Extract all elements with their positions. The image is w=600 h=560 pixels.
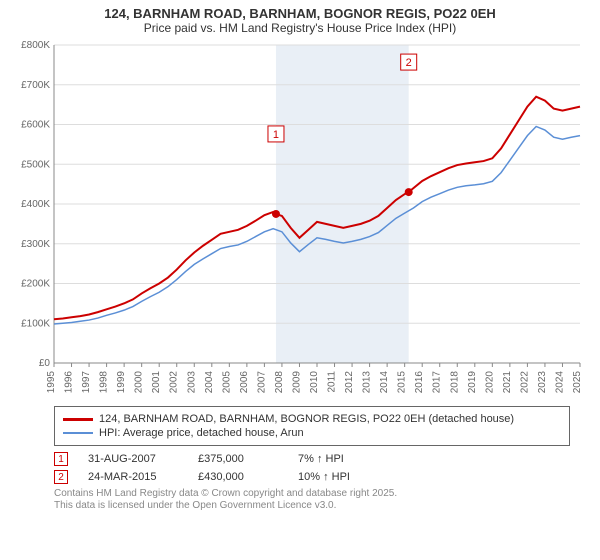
- svg-text:2019: 2019: [467, 371, 478, 394]
- svg-text:2001: 2001: [151, 371, 162, 394]
- sale-row: 1 31-AUG-2007 £375,000 7% ↑ HPI: [54, 450, 590, 468]
- svg-text:2021: 2021: [502, 371, 513, 394]
- svg-text:2013: 2013: [362, 371, 373, 394]
- sale-price: £375,000: [198, 453, 278, 465]
- svg-text:£200K: £200K: [21, 279, 50, 290]
- legend-row: HPI: Average price, detached house, Arun: [63, 427, 561, 439]
- svg-text:2007: 2007: [256, 371, 267, 394]
- svg-text:1: 1: [273, 129, 279, 141]
- footer-attribution: Contains HM Land Registry data © Crown c…: [54, 488, 590, 512]
- chart-subtitle: Price paid vs. HM Land Registry's House …: [10, 21, 590, 35]
- svg-text:2011: 2011: [327, 371, 338, 393]
- legend-row: 124, BARNHAM ROAD, BARNHAM, BOGNOR REGIS…: [63, 413, 561, 425]
- svg-text:2009: 2009: [291, 371, 302, 394]
- svg-text:2023: 2023: [537, 371, 548, 394]
- svg-text:2006: 2006: [239, 371, 250, 394]
- svg-text:2010: 2010: [309, 371, 320, 394]
- svg-text:1998: 1998: [99, 371, 110, 394]
- svg-text:2018: 2018: [449, 371, 460, 394]
- svg-text:2005: 2005: [221, 371, 232, 394]
- footer-line-2: This data is licensed under the Open Gov…: [54, 500, 590, 512]
- svg-text:2012: 2012: [344, 371, 355, 394]
- sales-table: 1 31-AUG-2007 £375,000 7% ↑ HPI 2 24-MAR-2015…: [54, 450, 590, 486]
- legend-label: 124, BARNHAM ROAD, BARNHAM, BOGNOR REGIS…: [99, 413, 514, 425]
- sale-marker: 2: [54, 470, 68, 484]
- svg-text:2025: 2025: [572, 371, 583, 394]
- chart-area: £0 £100K £200K £300K £400K £500K £600K £700K £80…: [10, 39, 590, 402]
- svg-text:£600K: £600K: [21, 120, 50, 131]
- svg-text:£100K: £100K: [21, 318, 50, 329]
- svg-text:£0: £0: [39, 358, 51, 369]
- svg-text:1996: 1996: [64, 371, 75, 394]
- svg-text:2024: 2024: [554, 371, 565, 394]
- svg-text:2003: 2003: [186, 371, 197, 394]
- footer-line-1: Contains HM Land Registry data © Crown c…: [54, 488, 590, 500]
- sale-date: 24-MAR-2015: [88, 471, 178, 483]
- svg-text:£800K: £800K: [21, 40, 50, 51]
- svg-text:2016: 2016: [414, 371, 425, 394]
- legend-label: HPI: Average price, detached house, Arun: [99, 427, 304, 439]
- svg-text:2020: 2020: [484, 371, 495, 394]
- legend-swatch: [63, 418, 93, 421]
- svg-text:2000: 2000: [134, 371, 145, 394]
- svg-text:1997: 1997: [81, 371, 92, 394]
- svg-text:1995: 1995: [46, 371, 57, 394]
- svg-text:1999: 1999: [116, 371, 127, 394]
- svg-text:2015: 2015: [397, 371, 408, 394]
- svg-text:2017: 2017: [432, 371, 443, 394]
- sale-row: 2 24-MAR-2015 £430,000 10% ↑ HPI: [54, 468, 590, 486]
- svg-text:2002: 2002: [169, 371, 180, 394]
- svg-text:£500K: £500K: [21, 159, 50, 170]
- svg-text:2014: 2014: [379, 371, 390, 394]
- sale-pct: 7% ↑ HPI: [298, 453, 378, 465]
- legend-swatch: [63, 432, 93, 434]
- svg-text:2022: 2022: [519, 371, 530, 394]
- svg-text:£300K: £300K: [21, 239, 50, 250]
- svg-text:£400K: £400K: [21, 199, 50, 210]
- sale-marker: 1: [54, 452, 68, 466]
- chart-title: 124, BARNHAM ROAD, BARNHAM, BOGNOR REGIS…: [10, 6, 590, 21]
- line-chart: £0 £100K £200K £300K £400K £500K £600K £700K £80…: [10, 39, 590, 399]
- svg-text:£700K: £700K: [21, 80, 50, 91]
- svg-text:2: 2: [406, 57, 412, 69]
- svg-text:2004: 2004: [204, 371, 215, 394]
- legend: 124, BARNHAM ROAD, BARNHAM, BOGNOR REGIS…: [54, 406, 570, 446]
- sale-pct: 10% ↑ HPI: [298, 471, 378, 483]
- sale-date: 31-AUG-2007: [88, 453, 178, 465]
- sale-price: £430,000: [198, 471, 278, 483]
- svg-text:2008: 2008: [274, 371, 285, 394]
